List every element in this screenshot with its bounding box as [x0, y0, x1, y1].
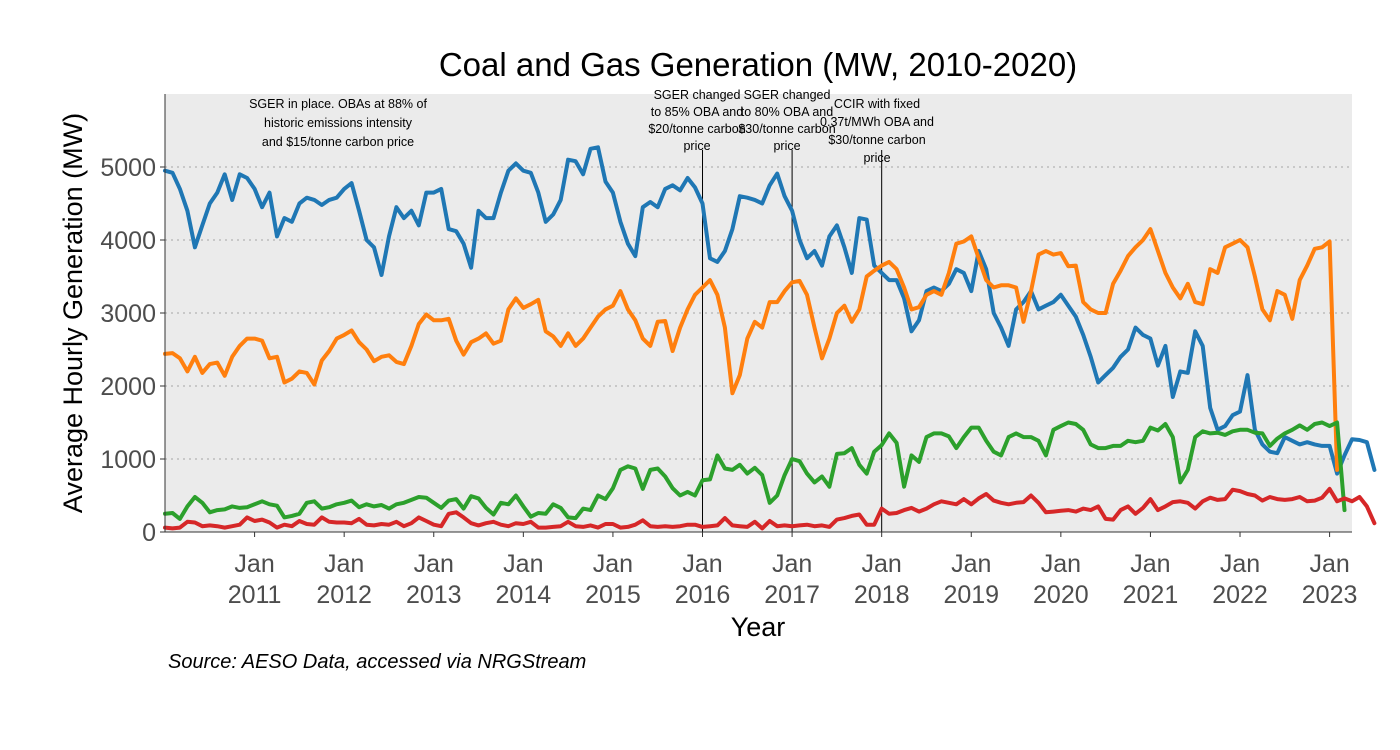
y-axis-ticks: 0 1000 2000 3000 4000 5000: [100, 154, 165, 547]
x-tick-year: 2013: [406, 581, 462, 609]
x-axis-label: Year: [731, 612, 786, 642]
annotation-text: historic emissions intensity: [264, 116, 413, 130]
annotation-text: to 85% OBA and: [651, 105, 743, 119]
x-tick-month: Jan: [1220, 550, 1260, 578]
x-tick-month: Jan: [503, 550, 543, 578]
x-tick-year: 2018: [854, 581, 910, 609]
x-tick-year: 2019: [943, 581, 999, 609]
x-tick-month: Jan: [593, 550, 633, 578]
x-tick-year: 2022: [1212, 581, 1268, 609]
chart-title: Coal and Gas Generation (MW, 2010-2020): [439, 46, 1077, 83]
annotation-text: CCIR with fixed: [834, 97, 920, 111]
x-tick-month: Jan: [1041, 550, 1081, 578]
annotation-text: and $15/tonne carbon price: [262, 135, 414, 149]
x-tick-month: Jan: [1130, 550, 1170, 578]
x-tick-year: 2014: [496, 581, 552, 609]
source-caption: Source: AESO Data, accessed via NRGStrea…: [168, 651, 586, 673]
y-tick-label: 4000: [100, 227, 156, 255]
annotation-text: $20/tonne carbon: [648, 122, 745, 136]
x-tick-month: Jan: [324, 550, 364, 578]
series-line-3: [163, 420, 1347, 521]
y-tick-label: 3000: [100, 300, 156, 328]
x-tick-year: 2021: [1123, 581, 1179, 609]
y-tick-label: 1000: [100, 446, 156, 474]
x-axis-ticks: Jan 2011 Jan 2012 Jan 2013 Jan 2014 Jan 2015 Jan 20…: [228, 532, 1358, 609]
x-tick-month: Jan: [682, 550, 722, 578]
x-tick-year: 2012: [316, 581, 372, 609]
annotation-text: price: [863, 151, 890, 165]
y-axis-label: Average Hourly Generation (MW): [58, 113, 88, 513]
x-tick-month: Jan: [414, 550, 454, 578]
x-tick-year: 2011: [228, 581, 282, 609]
annotation-text: price: [773, 139, 800, 153]
y-tick-label: 0: [142, 519, 156, 547]
annotation-text: SGER in place. OBAs at 88% of: [249, 97, 427, 111]
x-tick-month: Jan: [862, 550, 902, 578]
x-tick-month: Jan: [772, 550, 812, 578]
annotation-text: 0.37t/MWh OBA and: [820, 115, 934, 129]
annotation-text: $30/tonne carbon: [828, 133, 925, 147]
series-line-4: [163, 486, 1377, 531]
x-tick-year: 2016: [675, 581, 731, 609]
annotation-text: price: [683, 139, 710, 153]
annotation-text: SGER changed: [744, 88, 831, 102]
annotations: SGER in place. OBAs at 88% of historic em…: [249, 88, 934, 165]
plot-panel: [165, 94, 1352, 532]
annotation-text: SGER changed: [654, 88, 741, 102]
x-tick-year: 2020: [1033, 581, 1089, 609]
x-tick-year: 2017: [764, 581, 820, 609]
series-line-1: [163, 145, 1377, 476]
x-tick-month: Jan: [234, 550, 274, 578]
annotation-text: to 80% OBA and: [741, 105, 833, 119]
series-lines: [163, 145, 1377, 531]
y-tick-label: 2000: [100, 373, 156, 401]
y-tick-label: 5000: [100, 154, 156, 182]
x-tick-year: 2015: [585, 581, 641, 609]
x-tick-month: Jan: [1309, 550, 1349, 578]
x-tick-year: 2023: [1302, 581, 1358, 609]
series-line-2: [163, 227, 1340, 472]
x-tick-month: Jan: [951, 550, 991, 578]
annotation-text: $30/tonne carbon: [738, 122, 835, 136]
